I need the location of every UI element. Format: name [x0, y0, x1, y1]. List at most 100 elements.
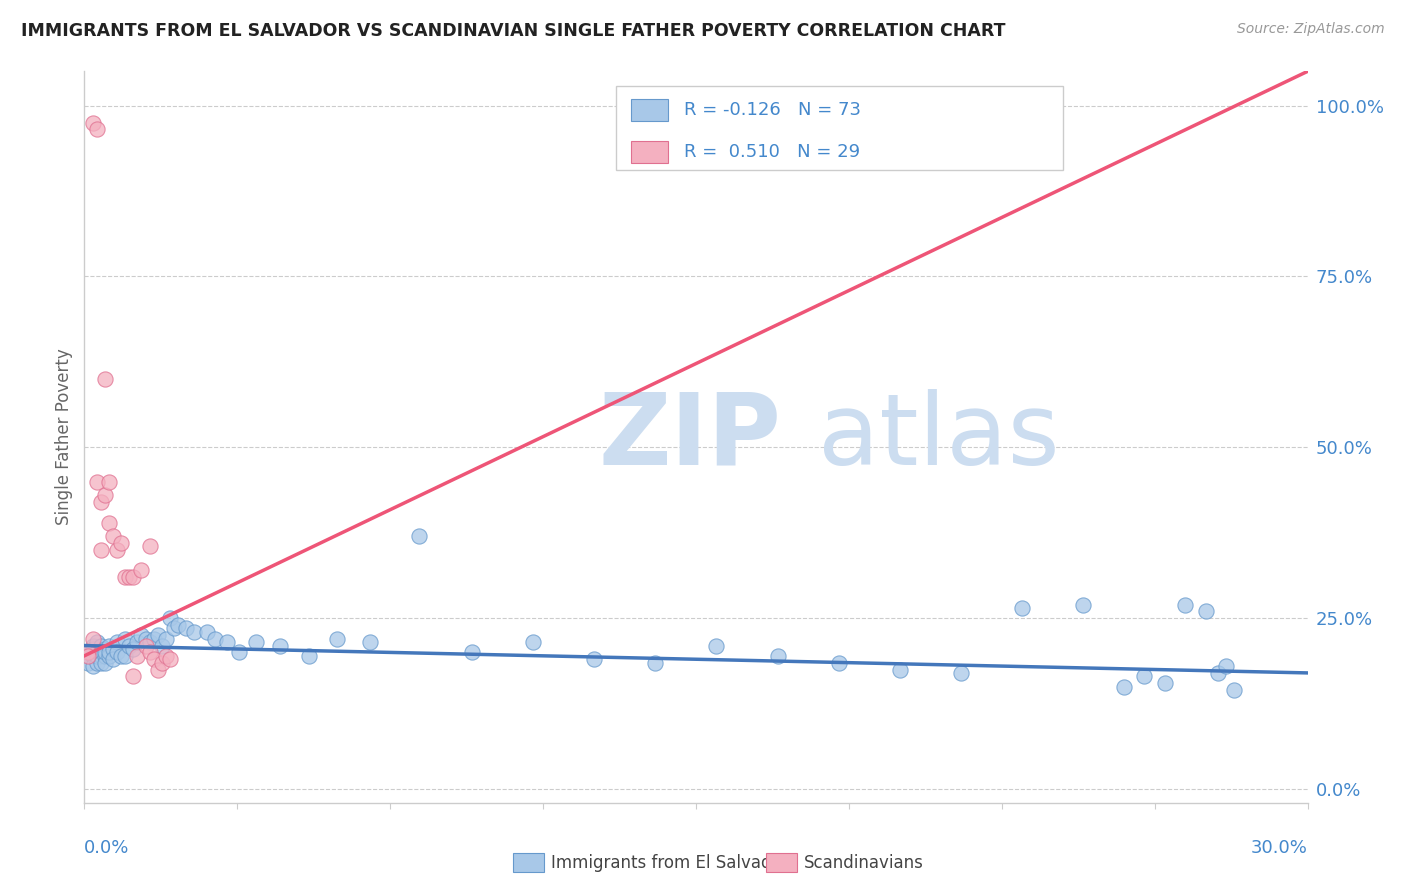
Point	[1174, 598, 1197, 612]
Point	[90, 542, 112, 557]
Point	[77, 648, 100, 663]
Point	[1223, 683, 1246, 698]
Point	[101, 652, 124, 666]
Point	[245, 635, 267, 649]
Text: R = -0.126   N = 73: R = -0.126 N = 73	[683, 101, 860, 119]
Point	[93, 648, 115, 663]
Text: 0.0%: 0.0%	[84, 839, 129, 857]
Point	[93, 656, 115, 670]
Point	[146, 663, 169, 677]
Point	[644, 656, 666, 670]
Point	[146, 628, 169, 642]
Point	[706, 639, 728, 653]
Point	[135, 632, 157, 646]
Point	[77, 648, 100, 663]
Point	[110, 536, 132, 550]
Point	[269, 639, 291, 653]
Point	[114, 570, 136, 584]
Point	[138, 645, 160, 659]
Point	[82, 632, 104, 646]
Point	[131, 563, 153, 577]
Text: ZIP: ZIP	[598, 389, 780, 485]
Point	[1114, 680, 1136, 694]
Point	[142, 632, 165, 646]
Point	[1154, 676, 1177, 690]
Point	[90, 656, 112, 670]
Point	[90, 495, 112, 509]
Point	[1073, 598, 1095, 612]
Point	[101, 529, 124, 543]
Point	[889, 663, 911, 677]
Y-axis label: Single Father Poverty: Single Father Poverty	[55, 349, 73, 525]
Point	[122, 570, 145, 584]
Point	[86, 122, 108, 136]
Point	[105, 645, 128, 659]
Point	[326, 632, 349, 646]
Point	[174, 622, 197, 636]
Point	[86, 656, 108, 670]
Point	[77, 645, 100, 659]
Point	[86, 645, 108, 659]
Point	[122, 642, 145, 657]
Point	[82, 639, 104, 653]
Point	[105, 542, 128, 557]
Text: Immigrants from El Salvador: Immigrants from El Salvador	[551, 854, 789, 871]
Point	[105, 635, 128, 649]
Point	[195, 624, 218, 639]
Text: Source: ZipAtlas.com: Source: ZipAtlas.com	[1237, 22, 1385, 37]
Text: atlas: atlas	[818, 389, 1060, 485]
Text: 30.0%: 30.0%	[1251, 839, 1308, 857]
Point	[159, 652, 181, 666]
Point	[766, 648, 789, 663]
Point	[1133, 669, 1156, 683]
Point	[97, 645, 120, 659]
Point	[183, 624, 205, 639]
Point	[86, 648, 108, 663]
Point	[150, 639, 173, 653]
Point	[90, 639, 112, 653]
Point	[167, 618, 190, 632]
Point	[155, 648, 177, 663]
Point	[118, 570, 141, 584]
Point	[114, 632, 136, 646]
Point	[131, 628, 153, 642]
Point	[77, 656, 100, 670]
Point	[155, 632, 177, 646]
Point	[204, 632, 226, 646]
Point	[93, 645, 115, 659]
Point	[110, 648, 132, 663]
Point	[1215, 659, 1237, 673]
Point	[1195, 604, 1218, 618]
Point	[86, 475, 108, 489]
Point	[1011, 601, 1033, 615]
Bar	[631, 141, 668, 162]
Point	[82, 659, 104, 673]
Point	[90, 648, 112, 663]
Point	[93, 372, 115, 386]
Point	[217, 635, 239, 649]
Point	[228, 645, 250, 659]
Point	[101, 642, 124, 657]
Point	[127, 648, 149, 663]
Point	[97, 639, 120, 653]
Point	[82, 648, 104, 663]
Point	[90, 645, 112, 659]
Point	[359, 635, 381, 649]
Point	[583, 652, 606, 666]
Text: Scandinavians: Scandinavians	[804, 854, 924, 871]
Bar	[616, 86, 1063, 170]
Point	[138, 540, 160, 554]
Point	[97, 475, 120, 489]
Point	[408, 529, 430, 543]
Point	[118, 639, 141, 653]
Text: R =  0.510   N = 29: R = 0.510 N = 29	[683, 143, 860, 161]
Point	[828, 656, 851, 670]
Point	[77, 645, 100, 659]
Point	[1206, 665, 1229, 680]
Point	[82, 115, 104, 129]
Point	[127, 635, 149, 649]
Point	[522, 635, 544, 649]
Text: IMMIGRANTS FROM EL SALVADOR VS SCANDINAVIAN SINGLE FATHER POVERTY CORRELATION CH: IMMIGRANTS FROM EL SALVADOR VS SCANDINAV…	[21, 22, 1005, 40]
Point	[298, 648, 321, 663]
Point	[122, 669, 145, 683]
